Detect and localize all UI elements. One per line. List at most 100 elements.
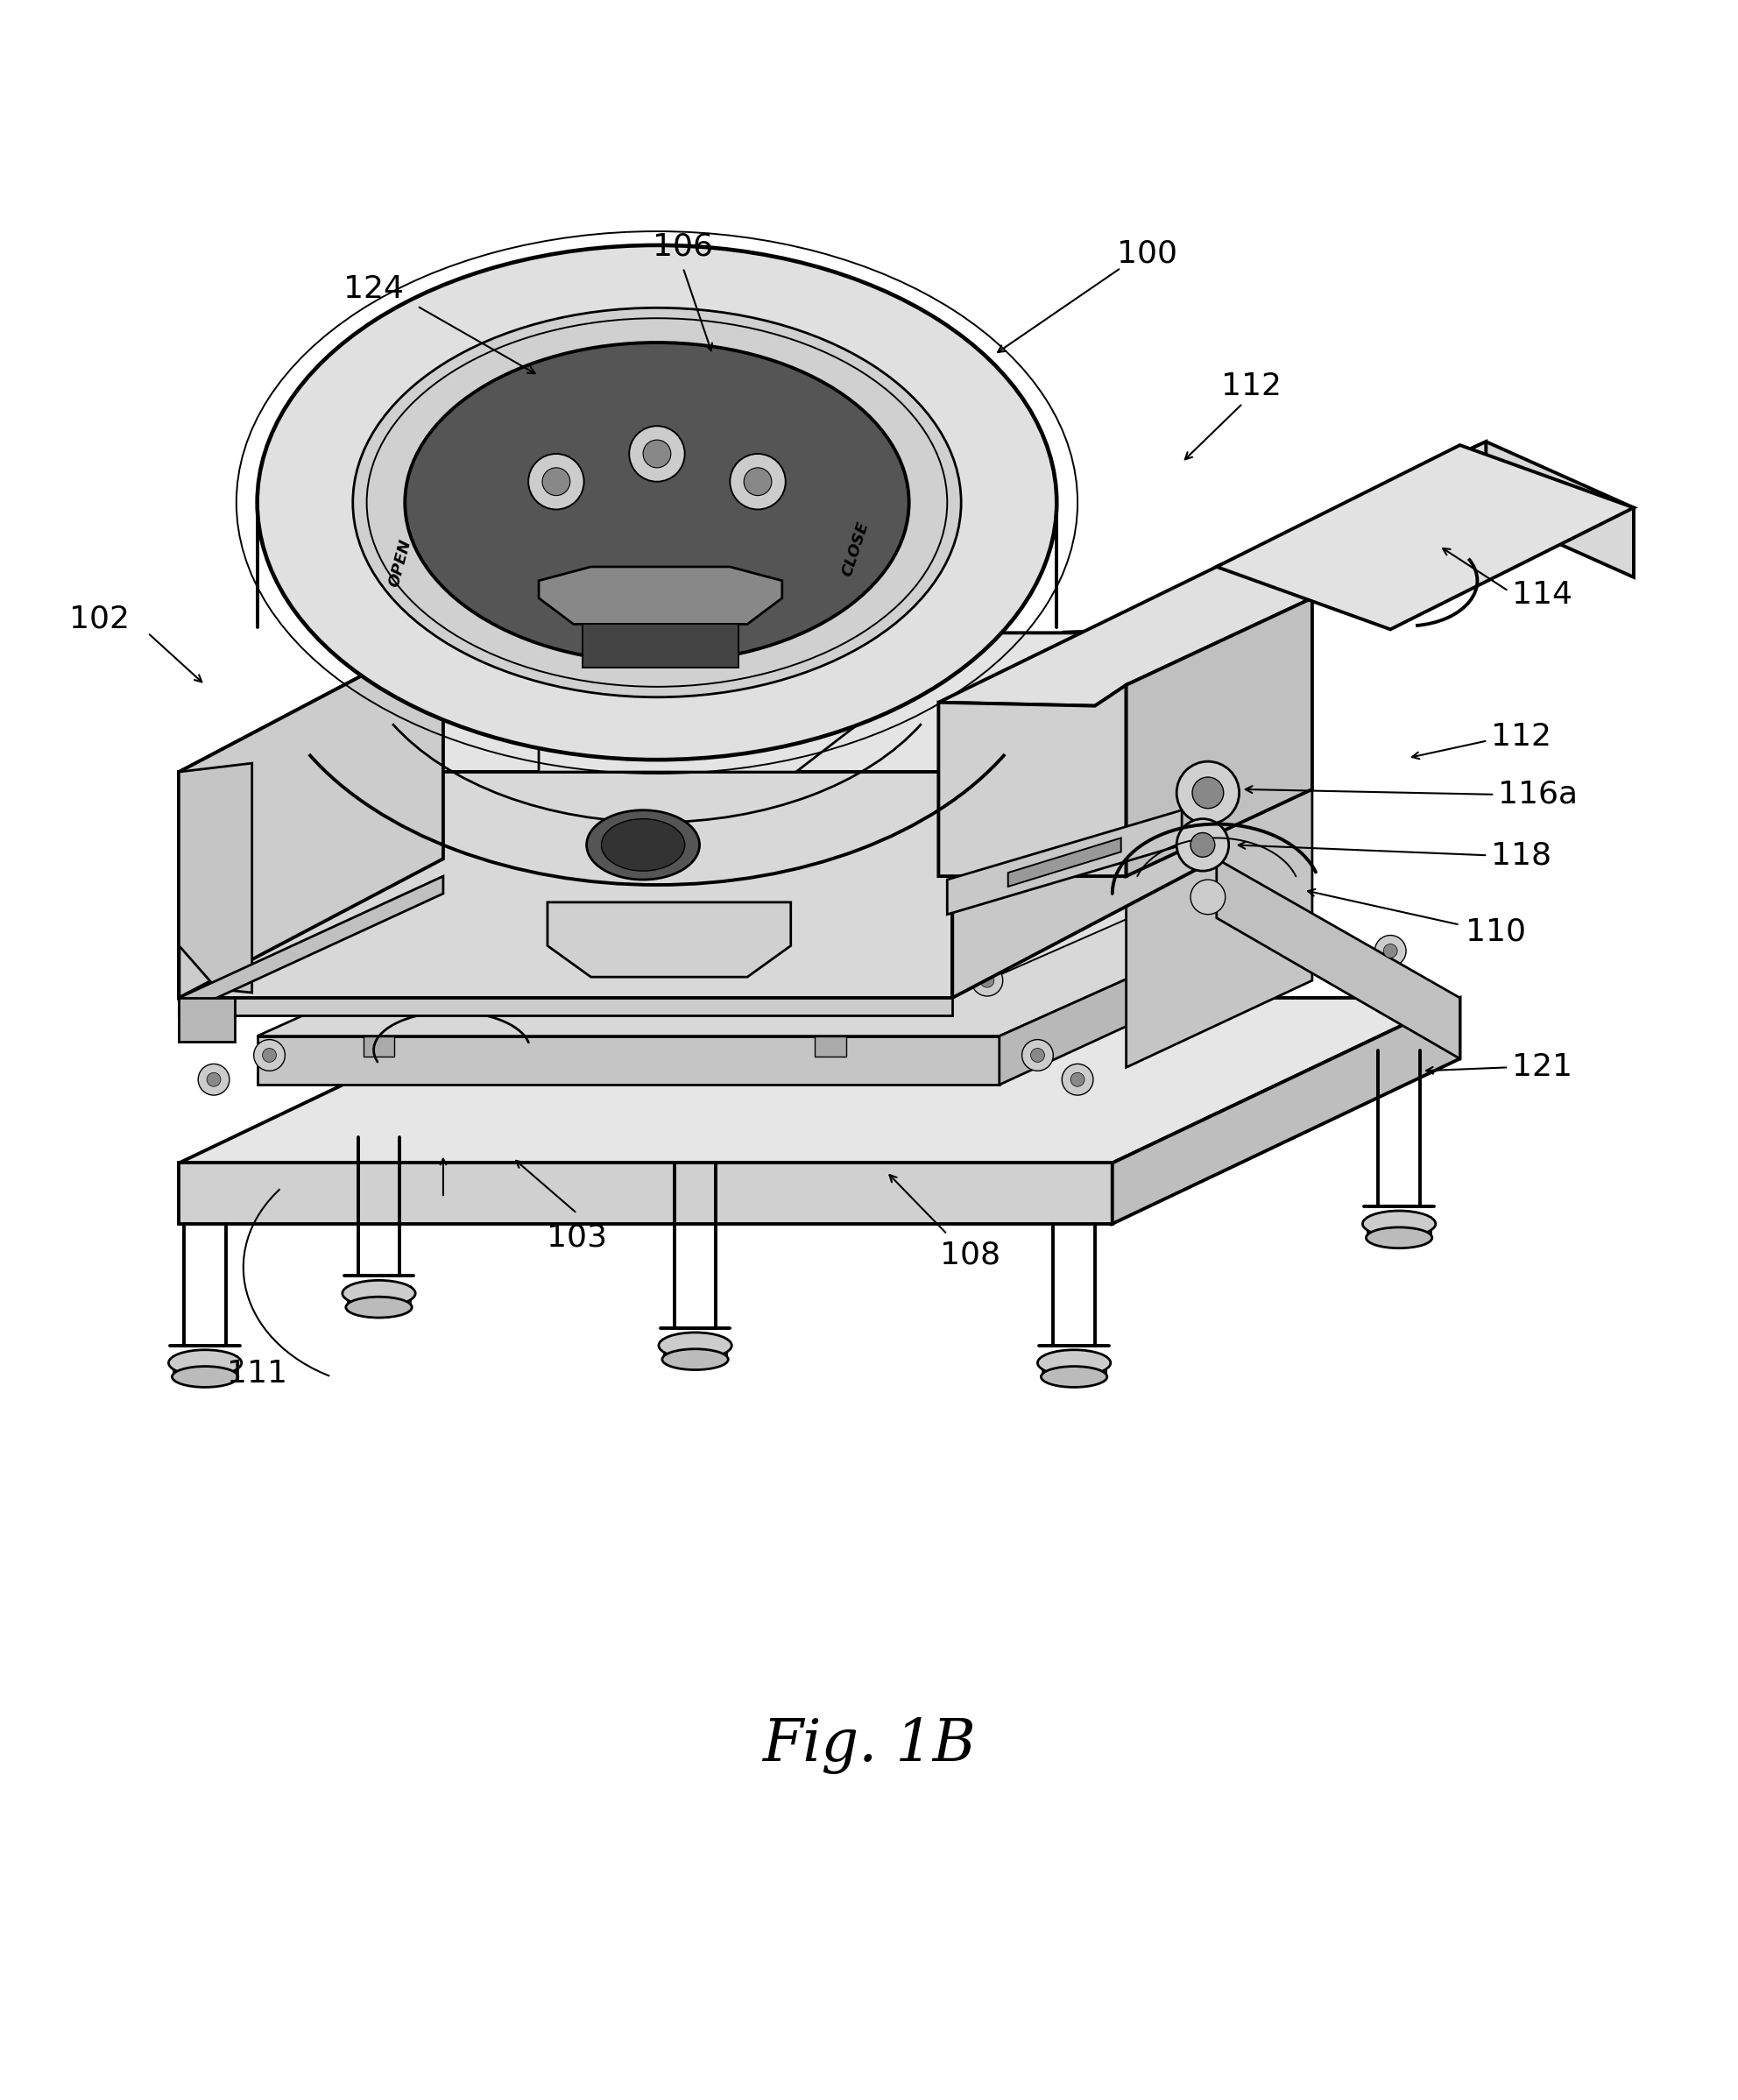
Circle shape — [1031, 1048, 1045, 1063]
Circle shape — [980, 974, 994, 987]
Circle shape — [1071, 1073, 1085, 1086]
Polygon shape — [1008, 838, 1121, 886]
Circle shape — [812, 941, 822, 951]
Circle shape — [867, 951, 878, 962]
Polygon shape — [1217, 859, 1460, 1058]
Circle shape — [756, 951, 766, 962]
Circle shape — [645, 945, 655, 956]
Circle shape — [262, 1048, 276, 1063]
Polygon shape — [179, 762, 252, 993]
Circle shape — [867, 941, 878, 951]
Circle shape — [1383, 945, 1397, 958]
Text: 106: 106 — [653, 233, 713, 262]
Text: 114: 114 — [1512, 580, 1573, 609]
Circle shape — [629, 426, 685, 481]
Circle shape — [730, 454, 786, 510]
Text: 111: 111 — [228, 1359, 287, 1388]
Polygon shape — [179, 998, 952, 1014]
Text: 121: 121 — [1512, 1052, 1573, 1081]
Circle shape — [728, 934, 739, 947]
Circle shape — [1062, 1065, 1093, 1096]
Circle shape — [784, 945, 794, 956]
Text: Fig. 1B: Fig. 1B — [763, 1716, 975, 1774]
Circle shape — [839, 941, 850, 951]
Text: 124: 124 — [344, 273, 403, 304]
Circle shape — [645, 934, 655, 947]
Text: 103: 103 — [547, 1222, 607, 1252]
Circle shape — [673, 930, 683, 941]
Circle shape — [700, 934, 711, 947]
Ellipse shape — [405, 342, 909, 662]
Circle shape — [756, 941, 766, 951]
Ellipse shape — [587, 811, 699, 880]
Polygon shape — [939, 441, 1486, 706]
Ellipse shape — [662, 1348, 728, 1369]
Ellipse shape — [1038, 1350, 1111, 1376]
Circle shape — [972, 964, 1003, 995]
Circle shape — [700, 951, 711, 962]
Circle shape — [728, 930, 739, 941]
Circle shape — [528, 454, 584, 510]
Circle shape — [1191, 880, 1225, 913]
Polygon shape — [999, 907, 1286, 1086]
Circle shape — [895, 945, 905, 956]
Circle shape — [589, 951, 600, 962]
Polygon shape — [257, 907, 1286, 1035]
Polygon shape — [1126, 790, 1312, 1067]
Text: OPEN: OPEN — [386, 538, 414, 588]
Polygon shape — [782, 989, 810, 1006]
Polygon shape — [947, 811, 1182, 914]
Circle shape — [673, 945, 683, 956]
Polygon shape — [313, 880, 1217, 998]
Circle shape — [589, 930, 600, 941]
Circle shape — [867, 934, 878, 947]
Polygon shape — [1217, 441, 1634, 578]
Polygon shape — [547, 903, 791, 976]
Circle shape — [276, 964, 308, 995]
Polygon shape — [179, 876, 443, 1014]
Ellipse shape — [1363, 1212, 1436, 1237]
Polygon shape — [582, 624, 739, 668]
Circle shape — [617, 930, 627, 941]
Circle shape — [1022, 1040, 1053, 1071]
Circle shape — [617, 934, 627, 947]
Circle shape — [756, 934, 766, 947]
Circle shape — [589, 945, 600, 956]
Circle shape — [812, 951, 822, 962]
Circle shape — [589, 934, 600, 947]
Circle shape — [1192, 777, 1224, 808]
Circle shape — [812, 934, 822, 947]
Ellipse shape — [342, 1281, 415, 1306]
Ellipse shape — [1041, 1367, 1107, 1388]
Ellipse shape — [659, 1334, 732, 1359]
Polygon shape — [179, 632, 443, 997]
Circle shape — [839, 930, 850, 941]
Polygon shape — [1112, 998, 1460, 1224]
Text: 110: 110 — [1465, 918, 1526, 947]
Text: 102: 102 — [70, 605, 129, 634]
Circle shape — [728, 951, 739, 962]
Circle shape — [254, 1040, 285, 1071]
Circle shape — [839, 945, 850, 956]
Polygon shape — [815, 1035, 846, 1056]
Text: CLOSE: CLOSE — [839, 521, 871, 580]
Circle shape — [700, 945, 711, 956]
Polygon shape — [952, 632, 1217, 997]
Text: 100: 100 — [1118, 239, 1177, 269]
Text: 116a: 116a — [1498, 779, 1578, 808]
Circle shape — [1375, 934, 1406, 966]
Circle shape — [728, 945, 739, 956]
Ellipse shape — [172, 1367, 238, 1388]
Circle shape — [589, 941, 600, 951]
Circle shape — [1177, 819, 1229, 872]
Circle shape — [617, 945, 627, 956]
Circle shape — [756, 945, 766, 956]
Text: 118: 118 — [1491, 840, 1552, 869]
Circle shape — [645, 951, 655, 962]
Circle shape — [784, 934, 794, 947]
Polygon shape — [179, 1163, 1112, 1224]
Circle shape — [673, 941, 683, 951]
Circle shape — [207, 1073, 221, 1086]
Circle shape — [617, 951, 627, 962]
Polygon shape — [1217, 445, 1634, 630]
